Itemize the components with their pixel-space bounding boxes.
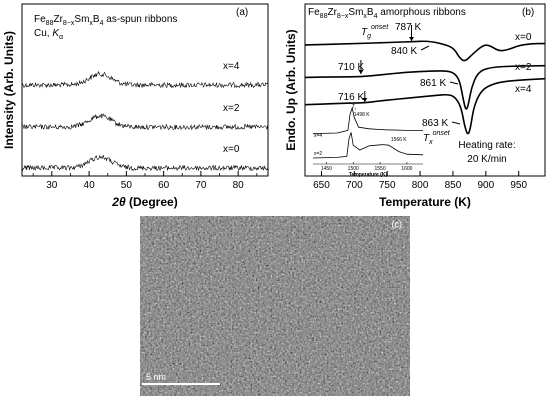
- panel-a-series-labels: x=4 x=2 x=0: [223, 61, 240, 155]
- inset-annotation-0: 1498 K: [354, 112, 371, 118]
- dsc-annotation-5: 863 K: [422, 118, 448, 129]
- panel-b-xlabel: Temperature (K): [379, 195, 471, 209]
- panel-b-tick-label: 650: [313, 180, 330, 191]
- dsc-annotation-3: 861 K: [420, 78, 446, 89]
- panel-a-tick-label: 70: [195, 180, 207, 191]
- tx-onset-label: Txonset: [423, 130, 451, 146]
- panel-a: 30 40 50 60 70 80 (a) Fe88Zr8−xSmxB4 as-spun …: [2, 3, 546, 209]
- panel-b-title: Fe88Zr8−xSmxB4 amorphous ribbons: [308, 7, 466, 20]
- dsc-annotation-0: 787 K: [395, 22, 421, 33]
- panel-b-tick-label: 950: [510, 180, 527, 191]
- panel-a-tick-label: 80: [233, 180, 245, 191]
- inset-label-x=2: x=2: [314, 151, 322, 157]
- dsc-annotation-1: 840 K: [391, 46, 417, 57]
- inset-tick-label: 1600: [401, 166, 412, 172]
- inset-tick-label: 1500: [348, 166, 359, 172]
- panel-b-ylabel: Endo. Up (Arb. Units): [284, 29, 298, 150]
- panel-a-xlabel: 2θ (Degree): [111, 195, 177, 209]
- xrd-line-x=4: [21, 70, 268, 89]
- dsc-line-x=0: [304, 40, 545, 62]
- inset-tl-label: Tl: [352, 104, 356, 111]
- xrd-label-x=4: x=4: [223, 61, 240, 72]
- dsc-arrow-3: [449, 81, 459, 85]
- heating-rate-line1: Heating rate:: [458, 140, 515, 151]
- panel-b-series: [304, 40, 546, 135]
- panel-b-tick-label: 850: [445, 180, 462, 191]
- inset-label-x=4: x=4: [314, 133, 322, 139]
- heating-rate-line2: 20 K/min: [467, 154, 506, 165]
- dsc-label-x=4: x=4: [515, 84, 532, 95]
- panel-a-ylabel: Intensity (Arb. Units): [2, 31, 16, 149]
- panel-a-tick-label: 30: [46, 180, 58, 191]
- dsc-arrow-5: [451, 121, 461, 125]
- panel-a-series: [21, 70, 268, 172]
- tg-onset-label: Tgonset: [361, 24, 389, 40]
- panel-c-label: (c): [392, 219, 403, 229]
- panel-a-title: Fe88Zr8−xSmxB4 as-spun ribbons: [34, 14, 177, 27]
- dsc-annotation-2: 710 K: [338, 62, 364, 73]
- panel-a-ticks: 30 40 50 60 70 80: [32, 171, 258, 191]
- tem-image: 5 nm (c): [140, 216, 410, 396]
- panel-b-label: (b): [522, 7, 534, 18]
- panel-b-frame: [304, 3, 546, 177]
- inset-tick-label: 1550: [375, 166, 386, 172]
- dsc-annotation-4: 716 K: [338, 92, 364, 103]
- panel-b-ticks: 650 700 750 800 850 900 950: [313, 171, 527, 191]
- panel-b-tick-label: 750: [379, 180, 396, 191]
- dsc-arrow-1: [420, 45, 430, 51]
- panel-a-label: (a): [236, 7, 248, 18]
- dsc-line-x=4: [304, 77, 546, 135]
- inset-xlabel: Temperature (K): [349, 172, 388, 178]
- tem-texture: 5 nm (c): [140, 216, 410, 396]
- panel-a-tick-label: 50: [121, 180, 133, 191]
- panel-a-tick-label: 40: [84, 180, 96, 191]
- dsc-arrowhead-4: [362, 98, 368, 102]
- panel-b-tick-label: 900: [477, 180, 494, 191]
- xrd-label-x=0: x=0: [223, 144, 240, 155]
- dsc-arrowhead-0: [409, 37, 415, 41]
- dsc-label-x=0: x=0: [515, 32, 532, 43]
- scale-bar: [142, 383, 220, 385]
- panel-b-tick-label: 800: [412, 180, 429, 191]
- panel-b-annotations: 787 K 840 K 710 K 861 K 716 K 863 K: [338, 22, 461, 129]
- panel-b-series-labels: x=0 x=2 x=4: [515, 32, 532, 95]
- inset-tick-label: 1450: [321, 166, 332, 172]
- xrd-line-x=2: [21, 113, 268, 131]
- panel-a-tick-label: 60: [158, 180, 170, 191]
- panel-b-tick-label: 700: [346, 180, 363, 191]
- panel-b-inset: x=4 x=2 1498 K 1566 K Tl 1450 1500 1550 1600 Temp…: [312, 104, 424, 178]
- scale-bar-label: 5 nm: [146, 372, 166, 382]
- dsc-line-x=2: [304, 64, 546, 110]
- dsc-arrowhead-2: [358, 70, 364, 74]
- dsc-label-x=2: x=2: [515, 62, 532, 73]
- xrd-label-x=2: x=2: [223, 103, 240, 114]
- inset-line-x=2: [312, 132, 424, 159]
- inset-annotation-1: 1566 K: [391, 137, 408, 143]
- inset-line-x=4: [312, 106, 423, 134]
- panel-a-subtitle: Cu, Kα: [34, 28, 63, 41]
- xrd-line-x=0: [21, 154, 268, 172]
